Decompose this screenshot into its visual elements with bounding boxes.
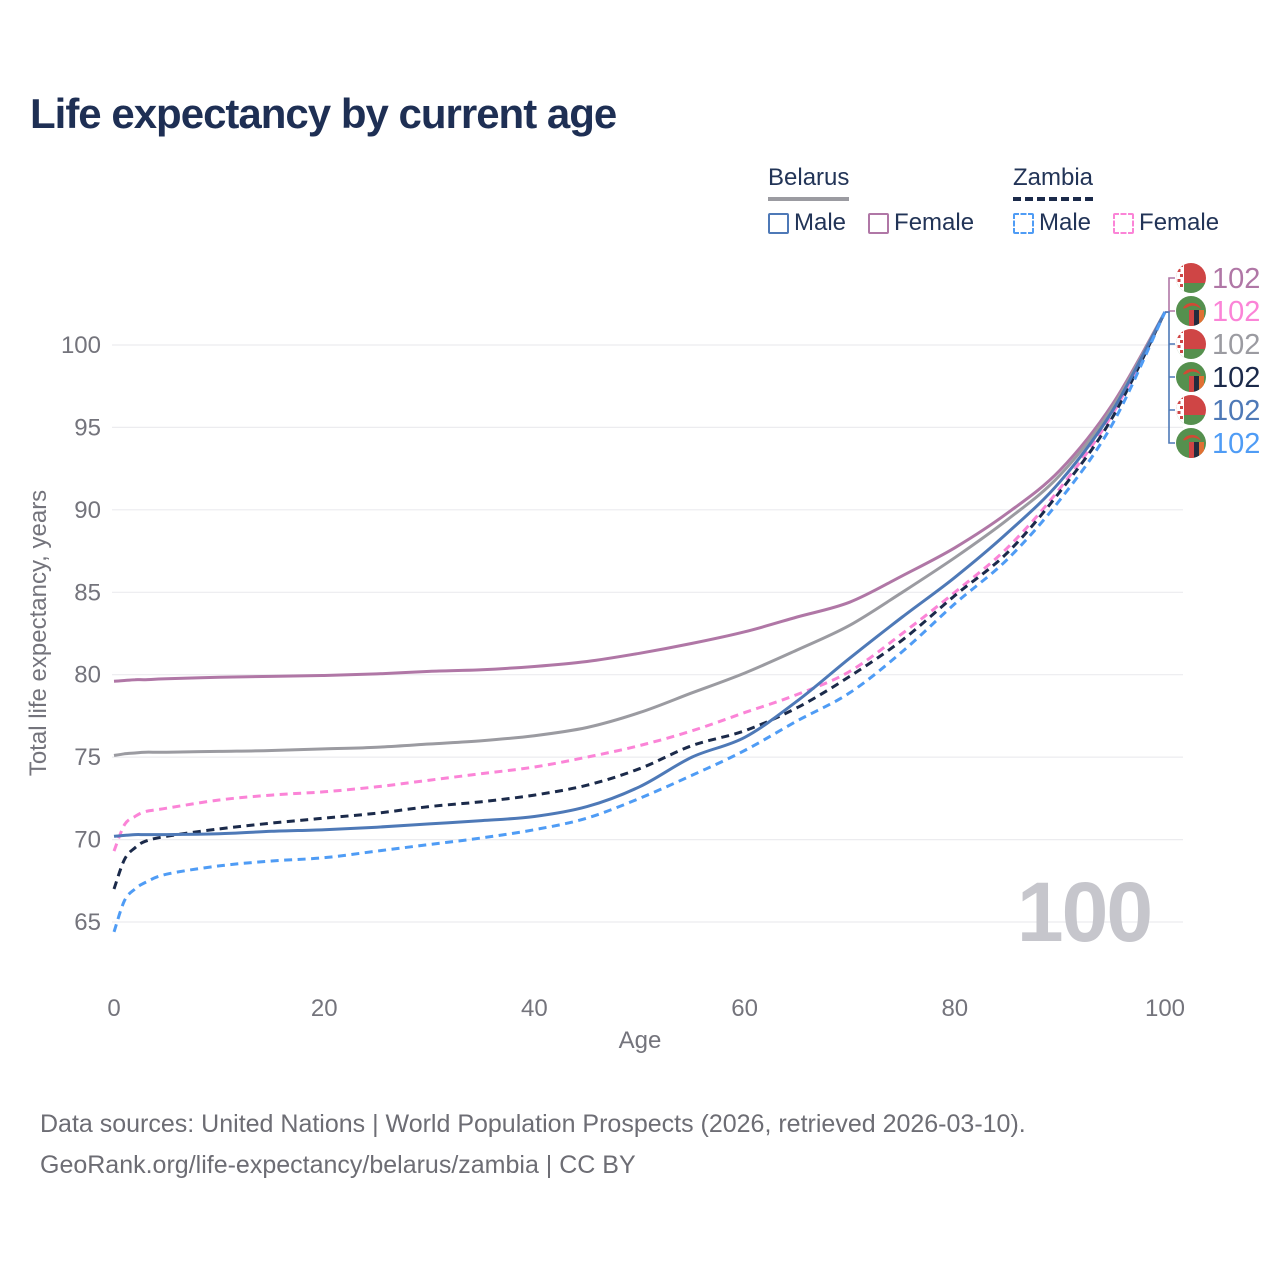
legend-label-belarus-female: Female [894, 209, 975, 236]
series-line-zambia-female[interactable] [112, 311, 1167, 852]
legend-items-zambia: Male Female [1013, 209, 1219, 237]
y-tick-85: 85 [74, 579, 101, 606]
x-tick-80: 80 [941, 995, 968, 1022]
legend-group-belarus: Belarus Male Female [768, 164, 974, 237]
x-tick-60: 60 [731, 995, 758, 1022]
y-tick-95: 95 [74, 414, 101, 441]
flag-icon-zambia [1176, 296, 1206, 326]
x-tick-40: 40 [521, 995, 548, 1022]
series-line-belarus-male[interactable] [113, 311, 1167, 838]
end-value-zambia-male: 102 [1212, 428, 1260, 460]
end-value-zambia-female: 102 [1212, 296, 1260, 328]
legend-label-zambia-female: Female [1139, 209, 1220, 236]
y-tick-90: 90 [74, 497, 101, 524]
legend-swatch-zambia-female[interactable] [1113, 212, 1135, 234]
legend-item-zambia-male[interactable]: Male [1013, 209, 1091, 237]
georank-link[interactable]: GeoRank.org/life-expectancy/belarus/zamb… [40, 1151, 636, 1179]
series-line-belarus-total[interactable] [113, 311, 1167, 757]
end-value-zambia-total: 102 [1212, 362, 1260, 394]
flag-icon-belarus [1176, 263, 1206, 293]
page-title: Life expectancy by current age [30, 90, 617, 137]
end-value-belarus-male: 102 [1212, 395, 1260, 427]
leader-line-bottom [1165, 311, 1175, 444]
x-tick-20: 20 [311, 995, 338, 1022]
y-tick-70: 70 [74, 827, 101, 854]
legend-swatch-belarus-female[interactable] [868, 212, 890, 234]
legend-swatch-belarus-male[interactable] [768, 212, 789, 234]
legend-label-zambia-male: Male [1039, 209, 1092, 236]
legend-label-belarus-male: Male [794, 209, 847, 236]
legend-group-zambia: Zambia Male Female [1013, 164, 1219, 237]
flag-icon-belarus [1176, 329, 1206, 359]
y-tick-80: 80 [74, 662, 101, 689]
y-tick-65: 65 [74, 909, 101, 936]
x-tick-100: 100 [1145, 995, 1185, 1022]
y-tick-75: 75 [74, 744, 101, 771]
gridlines [112, 344, 1183, 923]
y-tick-100: 100 [61, 332, 101, 359]
series-line-zambia-total[interactable] [112, 311, 1167, 890]
legend-item-belarus-female[interactable]: Female [868, 209, 974, 237]
series-lines [112, 311, 1167, 933]
flag-icon-zambia [1176, 362, 1206, 392]
end-value-belarus-total: 102 [1212, 329, 1260, 361]
legend-country-zambia[interactable]: Zambia [1013, 164, 1094, 201]
series-line-belarus-female[interactable] [113, 311, 1167, 683]
legend-swatch-zambia-male[interactable] [1013, 212, 1034, 234]
current-age-watermark: 100 [1017, 865, 1151, 959]
series-line-zambia-male[interactable] [112, 311, 1167, 933]
legend-item-zambia-female[interactable]: Female [1113, 209, 1219, 237]
x-axis-tick-labels: 0 20 40 60 80 100 [107, 995, 1185, 1022]
legend-item-belarus-male[interactable]: Male [768, 209, 846, 237]
flag-icon-belarus [1176, 395, 1206, 425]
x-tick-0: 0 [107, 995, 120, 1022]
footer: Data sources: United Nations | World Pop… [40, 1104, 1026, 1186]
end-value-belarus-female: 102 [1212, 263, 1260, 295]
y-axis-tick-labels: 65 70 75 80 85 90 95 100 [61, 332, 101, 936]
leader-line-top [1165, 277, 1175, 313]
legend-items-belarus: Male Female [768, 209, 974, 237]
legend-country-belarus[interactable]: Belarus [768, 164, 850, 201]
x-axis-title: Age [619, 1027, 662, 1054]
flag-icon-zambia [1176, 428, 1206, 458]
data-sources-text: Data sources: United Nations | World Pop… [40, 1110, 1026, 1138]
y-axis-title: Total life expectancy, years [25, 490, 52, 776]
